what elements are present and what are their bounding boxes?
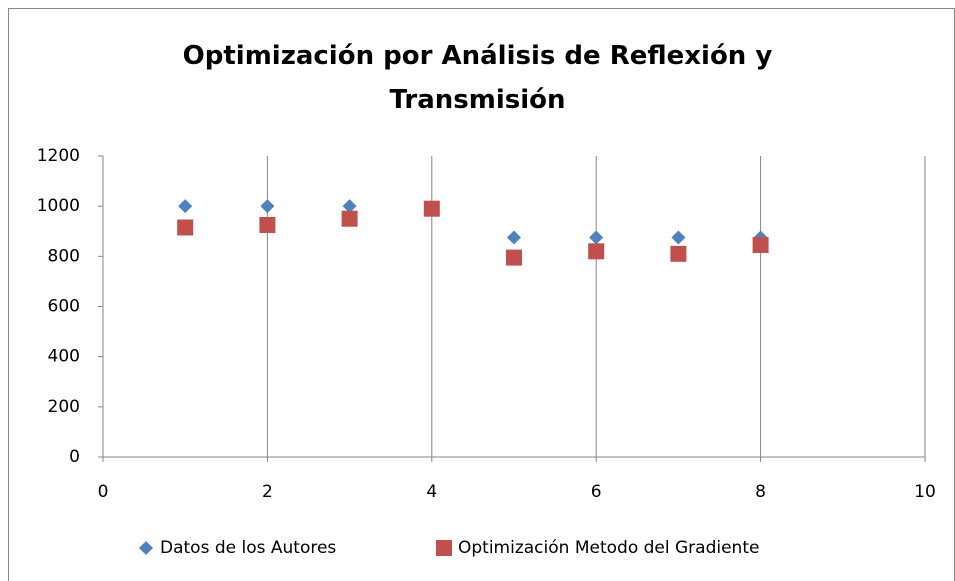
y-tick-label: 800 — [48, 246, 80, 266]
legend-label: Datos de los Autores — [160, 538, 336, 558]
y-tick-label: 0 — [69, 447, 80, 467]
y-tick-label: 400 — [48, 347, 80, 367]
y-tick-label: 1200 — [37, 146, 80, 166]
marker — [671, 230, 686, 245]
marker — [588, 243, 605, 260]
marker — [177, 219, 194, 236]
legend-marker — [139, 541, 153, 555]
legend-marker — [436, 540, 452, 556]
x-tick-label: 10 — [914, 482, 936, 502]
x-tick-label: 2 — [262, 482, 273, 502]
x-tick-label: 4 — [426, 482, 437, 502]
marker — [752, 237, 769, 254]
marker — [259, 216, 276, 233]
marker — [178, 199, 193, 214]
marker — [506, 249, 522, 266]
y-tick-label: 1000 — [37, 196, 80, 216]
x-tick-label: 6 — [591, 482, 602, 502]
marker — [341, 210, 358, 227]
y-tick-label: 600 — [48, 297, 80, 317]
marker — [342, 199, 357, 214]
marker — [507, 230, 521, 245]
x-tick-label: 8 — [755, 482, 766, 502]
marker — [589, 230, 604, 245]
x-tick-label: 0 — [98, 482, 109, 502]
marker — [670, 245, 687, 262]
y-tick-label: 200 — [48, 397, 80, 417]
chart-title: Optimización por Análisis de Reflexión y… — [182, 41, 773, 115]
marker — [423, 200, 440, 217]
legend-label: Optimización Metodo del Gradiente — [458, 538, 759, 558]
marker — [260, 199, 275, 214]
